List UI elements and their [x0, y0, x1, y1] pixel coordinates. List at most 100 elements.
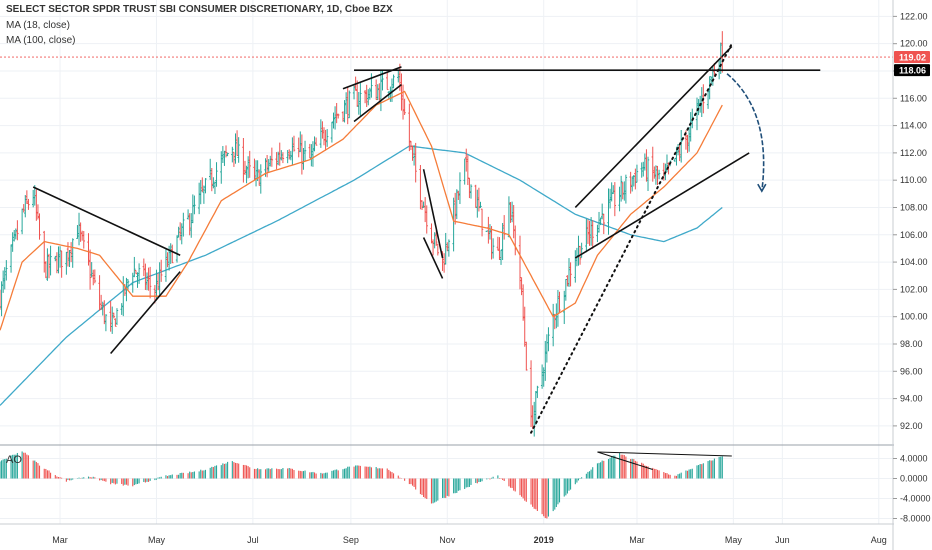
price-bar [333, 106, 337, 130]
price-bar [43, 230, 46, 273]
price-bar [632, 174, 635, 187]
price-bar [673, 157, 677, 163]
price-bar [597, 211, 601, 233]
price-bar [14, 228, 18, 240]
price-bar [79, 222, 82, 242]
price-bar [502, 215, 506, 240]
price-bar [656, 165, 659, 186]
price-bar [49, 245, 52, 276]
price-bar [111, 306, 114, 334]
resistance-badge-bg [894, 64, 930, 77]
price-bar [621, 182, 624, 200]
price-bar [420, 200, 424, 210]
ma-18-line [0, 90, 723, 331]
price-bar [657, 169, 661, 180]
price-tick-label: 98.00 [900, 339, 923, 349]
price-bar [346, 86, 349, 125]
price-bar [412, 144, 416, 166]
price-bar [512, 204, 515, 239]
ma-slow-legend[interactable]: MA (100, close) [6, 35, 76, 46]
price-bar [458, 172, 462, 205]
price-bar [400, 73, 403, 111]
price-bar [92, 269, 95, 286]
price-bar [368, 87, 372, 100]
last-price-badge: 119.02 [899, 53, 926, 63]
ao-trendline [597, 451, 653, 470]
price-bar [248, 150, 251, 178]
price-bar [556, 290, 560, 327]
price-bar [180, 223, 183, 245]
price-bar [545, 334, 549, 363]
price-bar [520, 277, 523, 296]
price-bar [308, 143, 311, 159]
price-bar [469, 184, 473, 199]
price-bar [695, 97, 699, 131]
price-bar [359, 82, 362, 117]
price-tick-label: 110.00 [900, 175, 927, 185]
price-bar [435, 230, 438, 246]
price-bar [465, 148, 468, 172]
price-axis-bg [894, 0, 932, 550]
resistance-badge: 118.06 [899, 66, 926, 76]
price-bar [600, 203, 604, 220]
price-bar [608, 188, 612, 209]
price-bar [501, 223, 504, 261]
price-bar [69, 242, 73, 263]
ao-legend[interactable]: AO [6, 454, 22, 466]
price-bar [697, 99, 700, 116]
forecast-arrow-head [757, 183, 767, 193]
time-tick-label: May [148, 535, 166, 545]
price-bar [631, 176, 634, 192]
price-bar [654, 165, 658, 185]
price-bar [58, 246, 62, 268]
price-bar [76, 225, 79, 239]
price-bar [619, 175, 623, 202]
price-bar [490, 226, 493, 260]
price-bar [485, 230, 489, 232]
price-bar [642, 161, 645, 177]
price-bar [343, 100, 346, 123]
price-bar [425, 205, 428, 234]
price-bar [325, 129, 329, 147]
trendline [574, 152, 750, 259]
trendline [574, 45, 733, 209]
price-bar [365, 84, 368, 107]
price-bar [311, 141, 315, 167]
ao-trendline [597, 451, 732, 457]
price-bar [275, 152, 278, 170]
last-price-badge-bg [894, 51, 930, 64]
price-bar [476, 189, 479, 218]
price-bar [422, 201, 425, 208]
price-bar [711, 66, 715, 86]
price-bar [401, 84, 405, 120]
price-bar [156, 273, 160, 291]
price-bar [536, 385, 539, 398]
price-bar [103, 300, 106, 325]
price-bar [265, 154, 269, 178]
price-bar [289, 150, 293, 161]
ma-fast-legend[interactable]: MA (18, close) [6, 20, 70, 31]
price-bar [463, 158, 466, 185]
price-bar [171, 244, 174, 264]
price-bar [209, 158, 212, 180]
price-bar [226, 152, 229, 157]
price-bar [468, 177, 471, 199]
price-bar [588, 220, 591, 246]
price-bar [319, 119, 323, 148]
price-bar [640, 162, 643, 178]
price-bar [602, 213, 605, 235]
awesome-oscillator-panel [0, 444, 932, 519]
ao-tick-label: -4.0000 [900, 494, 931, 504]
price-bar [356, 80, 359, 107]
price-bar [27, 198, 30, 210]
price-bar [378, 83, 381, 101]
price-bar [577, 235, 580, 266]
price-bar [158, 262, 161, 296]
ma-100-path [0, 145, 723, 406]
price-bar [112, 312, 115, 319]
price-bar [16, 220, 19, 241]
price-bar [589, 217, 593, 246]
price-bar [607, 188, 610, 235]
